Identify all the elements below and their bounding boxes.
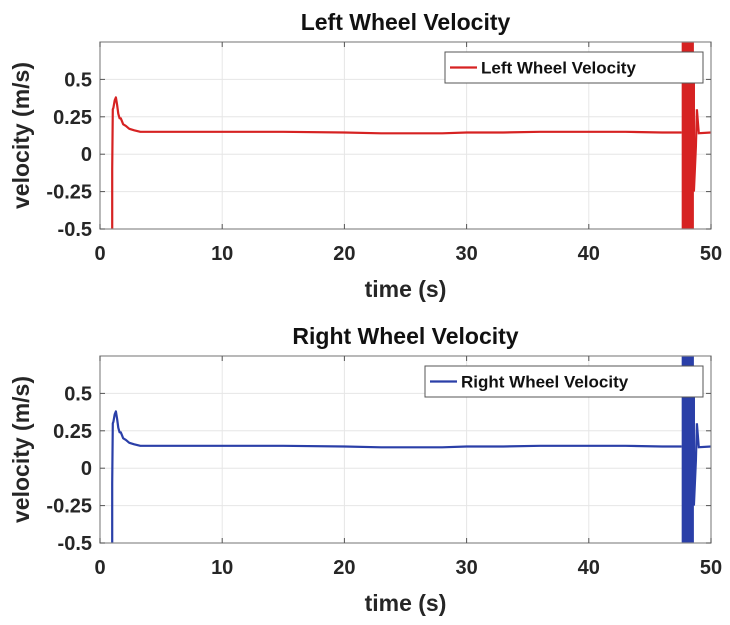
y-axis-label: velocity (m/s)	[8, 62, 34, 209]
y-tick-label: -0.25	[46, 496, 92, 518]
axes-box	[99, 41, 712, 230]
y-tick-label: 0.25	[53, 107, 92, 129]
x-tick-label: 20	[333, 557, 355, 579]
axes-box	[99, 355, 712, 544]
series-left-wheel-velocity	[111, 42, 711, 229]
y-tick-label: 0.5	[64, 69, 92, 91]
y-tick-label: 0.5	[64, 383, 92, 405]
oscillation-band	[681, 356, 694, 543]
oscillation-tail	[692, 71, 711, 192]
legend: Left Wheel Velocity	[444, 51, 704, 84]
x-tick-label: 10	[211, 557, 233, 579]
x-tick-label: 30	[455, 557, 477, 579]
legend: Right Wheel Velocity	[424, 365, 704, 398]
legend-box	[444, 51, 704, 84]
x-tick-label: 0	[94, 243, 105, 265]
y-tick-label: 0	[81, 458, 92, 480]
chart-title: Right Wheel Velocity	[292, 323, 518, 349]
y-tick-label: 0	[81, 144, 92, 166]
y-tick-label: -0.5	[58, 533, 92, 555]
legend-label: Left Wheel Velocity	[481, 59, 636, 78]
x-axis-label: time (s)	[365, 276, 447, 302]
x-tick-label: 0	[94, 557, 105, 579]
series-right-wheel-velocity	[111, 356, 711, 543]
subplot-right-wheel: 0 10 20 30 40 50 -0.5 -0.25 0 0.25 0.5 Right Wheel …	[8, 323, 722, 616]
subplot-left-wheel: 0 10 20 30 40 50 -0.5 -0.25 0 0.25 0.5 Left Wheel V…	[8, 9, 722, 302]
x-tick-label: 40	[578, 243, 600, 265]
x-tick-label: 10	[211, 243, 233, 265]
x-tick-label: 40	[578, 557, 600, 579]
series-line	[111, 410, 682, 543]
x-tick-label: 20	[333, 243, 355, 265]
legend-box	[424, 365, 704, 398]
x-tick-label: 30	[455, 243, 477, 265]
x-axis-label: time (s)	[365, 590, 447, 616]
oscillation-band	[681, 42, 694, 229]
y-tick-label: -0.25	[46, 182, 92, 204]
series-line	[111, 96, 682, 229]
legend-label: Right Wheel Velocity	[461, 373, 629, 392]
x-tick-label: 50	[700, 557, 722, 579]
y-tick-label: 0.25	[53, 421, 92, 443]
y-tick-label: -0.5	[58, 219, 92, 241]
oscillation-tail	[692, 385, 711, 506]
y-axis-label: velocity (m/s)	[8, 376, 34, 523]
chart-title: Left Wheel Velocity	[301, 9, 511, 35]
x-tick-label: 50	[700, 243, 722, 265]
